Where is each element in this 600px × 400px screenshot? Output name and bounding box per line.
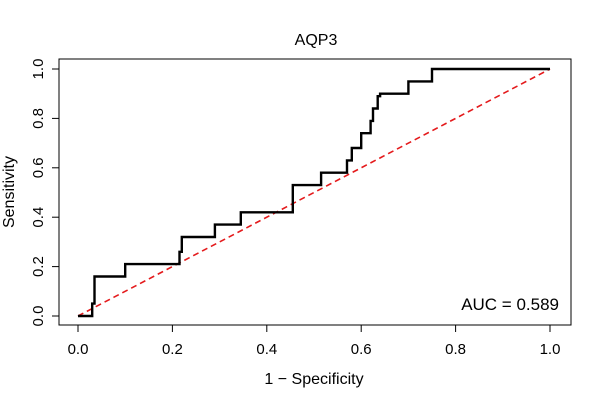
x-tick-label: 0.0 [68,341,89,358]
reference-diagonal-line [77,68,551,317]
roc-curve-line [78,67,550,318]
y-axis-title: Sensitivity [1,156,18,228]
y-tick-label: 1.0 [30,59,47,80]
x-axis: 0.0 0.2 0.4 0.6 0.8 1.0 [68,325,561,358]
y-axis: 0.0 0.2 0.4 0.6 0.8 1.0 [30,59,59,327]
y-tick-label: 0.4 [30,207,47,228]
x-axis-title: 1 − Specificity [264,371,363,388]
plot-frame [58,58,572,326]
chart-title: AQP3 [295,32,338,49]
y-tick-label: 0.8 [30,108,47,129]
auc-annotation: AUC = 0.589 [461,295,559,314]
roc-curve-layer [78,67,550,318]
x-tick-label: 1.0 [540,341,561,358]
x-tick-label: 0.6 [351,341,372,358]
y-tick-label: 0.6 [30,157,47,178]
y-tick-label: 0.0 [30,306,47,327]
reference-line-layer [77,68,551,317]
y-tick-label: 0.2 [30,256,47,277]
x-tick-label: 0.4 [256,341,277,358]
x-tick-label: 0.8 [445,341,466,358]
x-tick-label: 0.2 [162,341,183,358]
